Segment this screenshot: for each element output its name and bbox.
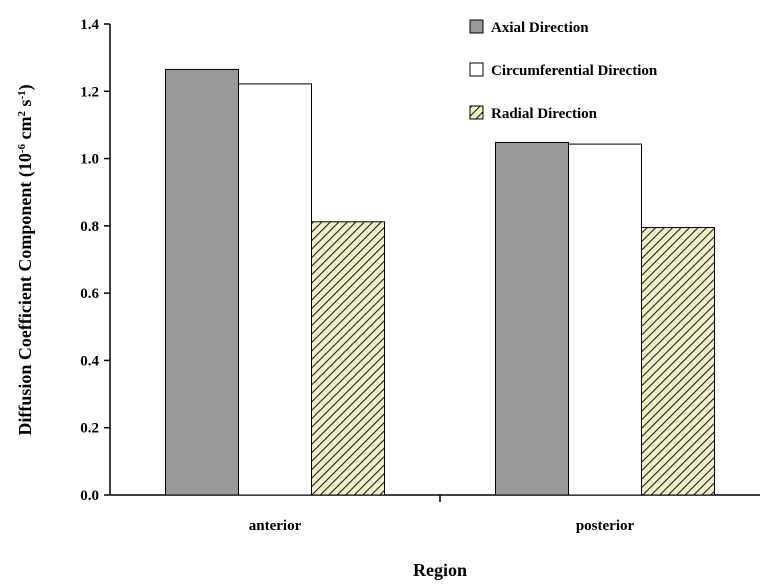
y-tick-label: 1.4 [80, 17, 99, 33]
y-tick-label: 1.2 [80, 84, 99, 100]
legend-label-radial: Radial Direction [491, 106, 598, 122]
y-axis-label-exp3: -1 [16, 90, 28, 99]
y-axis-label-exp1: -6 [16, 144, 28, 154]
bar-posterior-circumferential [568, 143, 642, 496]
bar-posterior-radial [641, 227, 715, 496]
y-tick-label: 0.0 [80, 488, 99, 504]
x-tick-label-posterior: posterior [576, 518, 635, 534]
y-axis-label-mid: cm [15, 117, 35, 144]
bar-anterior-axial [165, 68, 239, 496]
x-tick-label-anterior: anterior [249, 518, 302, 534]
y-axis-label-exp2: 2 [16, 111, 28, 117]
bar-anterior-radial [311, 221, 385, 496]
y-tick-label: 1.0 [80, 152, 99, 168]
y-axis-label: Diffusion Coefficient Component (10-6 cm… [15, 84, 36, 435]
y-axis-label-end: ) [15, 84, 36, 90]
y-tick-label: 0.2 [80, 421, 99, 437]
y-axis-label-mid2: s [15, 100, 35, 112]
legend: Axial Direction Circumferential Direction… [469, 19, 658, 122]
bar-anterior-circumferential [238, 83, 312, 496]
y-tick-label: 0.6 [80, 286, 99, 302]
legend-swatch-radial [469, 105, 484, 120]
legend-label-axial: Axial Direction [491, 20, 589, 36]
y-tick-label: 0.4 [80, 353, 99, 369]
bars [165, 68, 715, 496]
y-tick-label: 0.8 [80, 219, 99, 235]
legend-swatch-axial [469, 19, 484, 34]
x-ticks: anterior posterior [249, 495, 635, 534]
legend-swatch-circumferential [469, 62, 484, 77]
y-ticks: 0.0 0.2 0.4 0.6 0.8 1.0 1.2 1.4 [80, 17, 110, 504]
y-axis-label-main: Diffusion Coefficient Component (10 [15, 153, 36, 435]
bar-posterior-axial [495, 141, 569, 496]
legend-label-circumferential: Circumferential Direction [491, 63, 658, 79]
x-axis-label: Region [413, 560, 467, 580]
